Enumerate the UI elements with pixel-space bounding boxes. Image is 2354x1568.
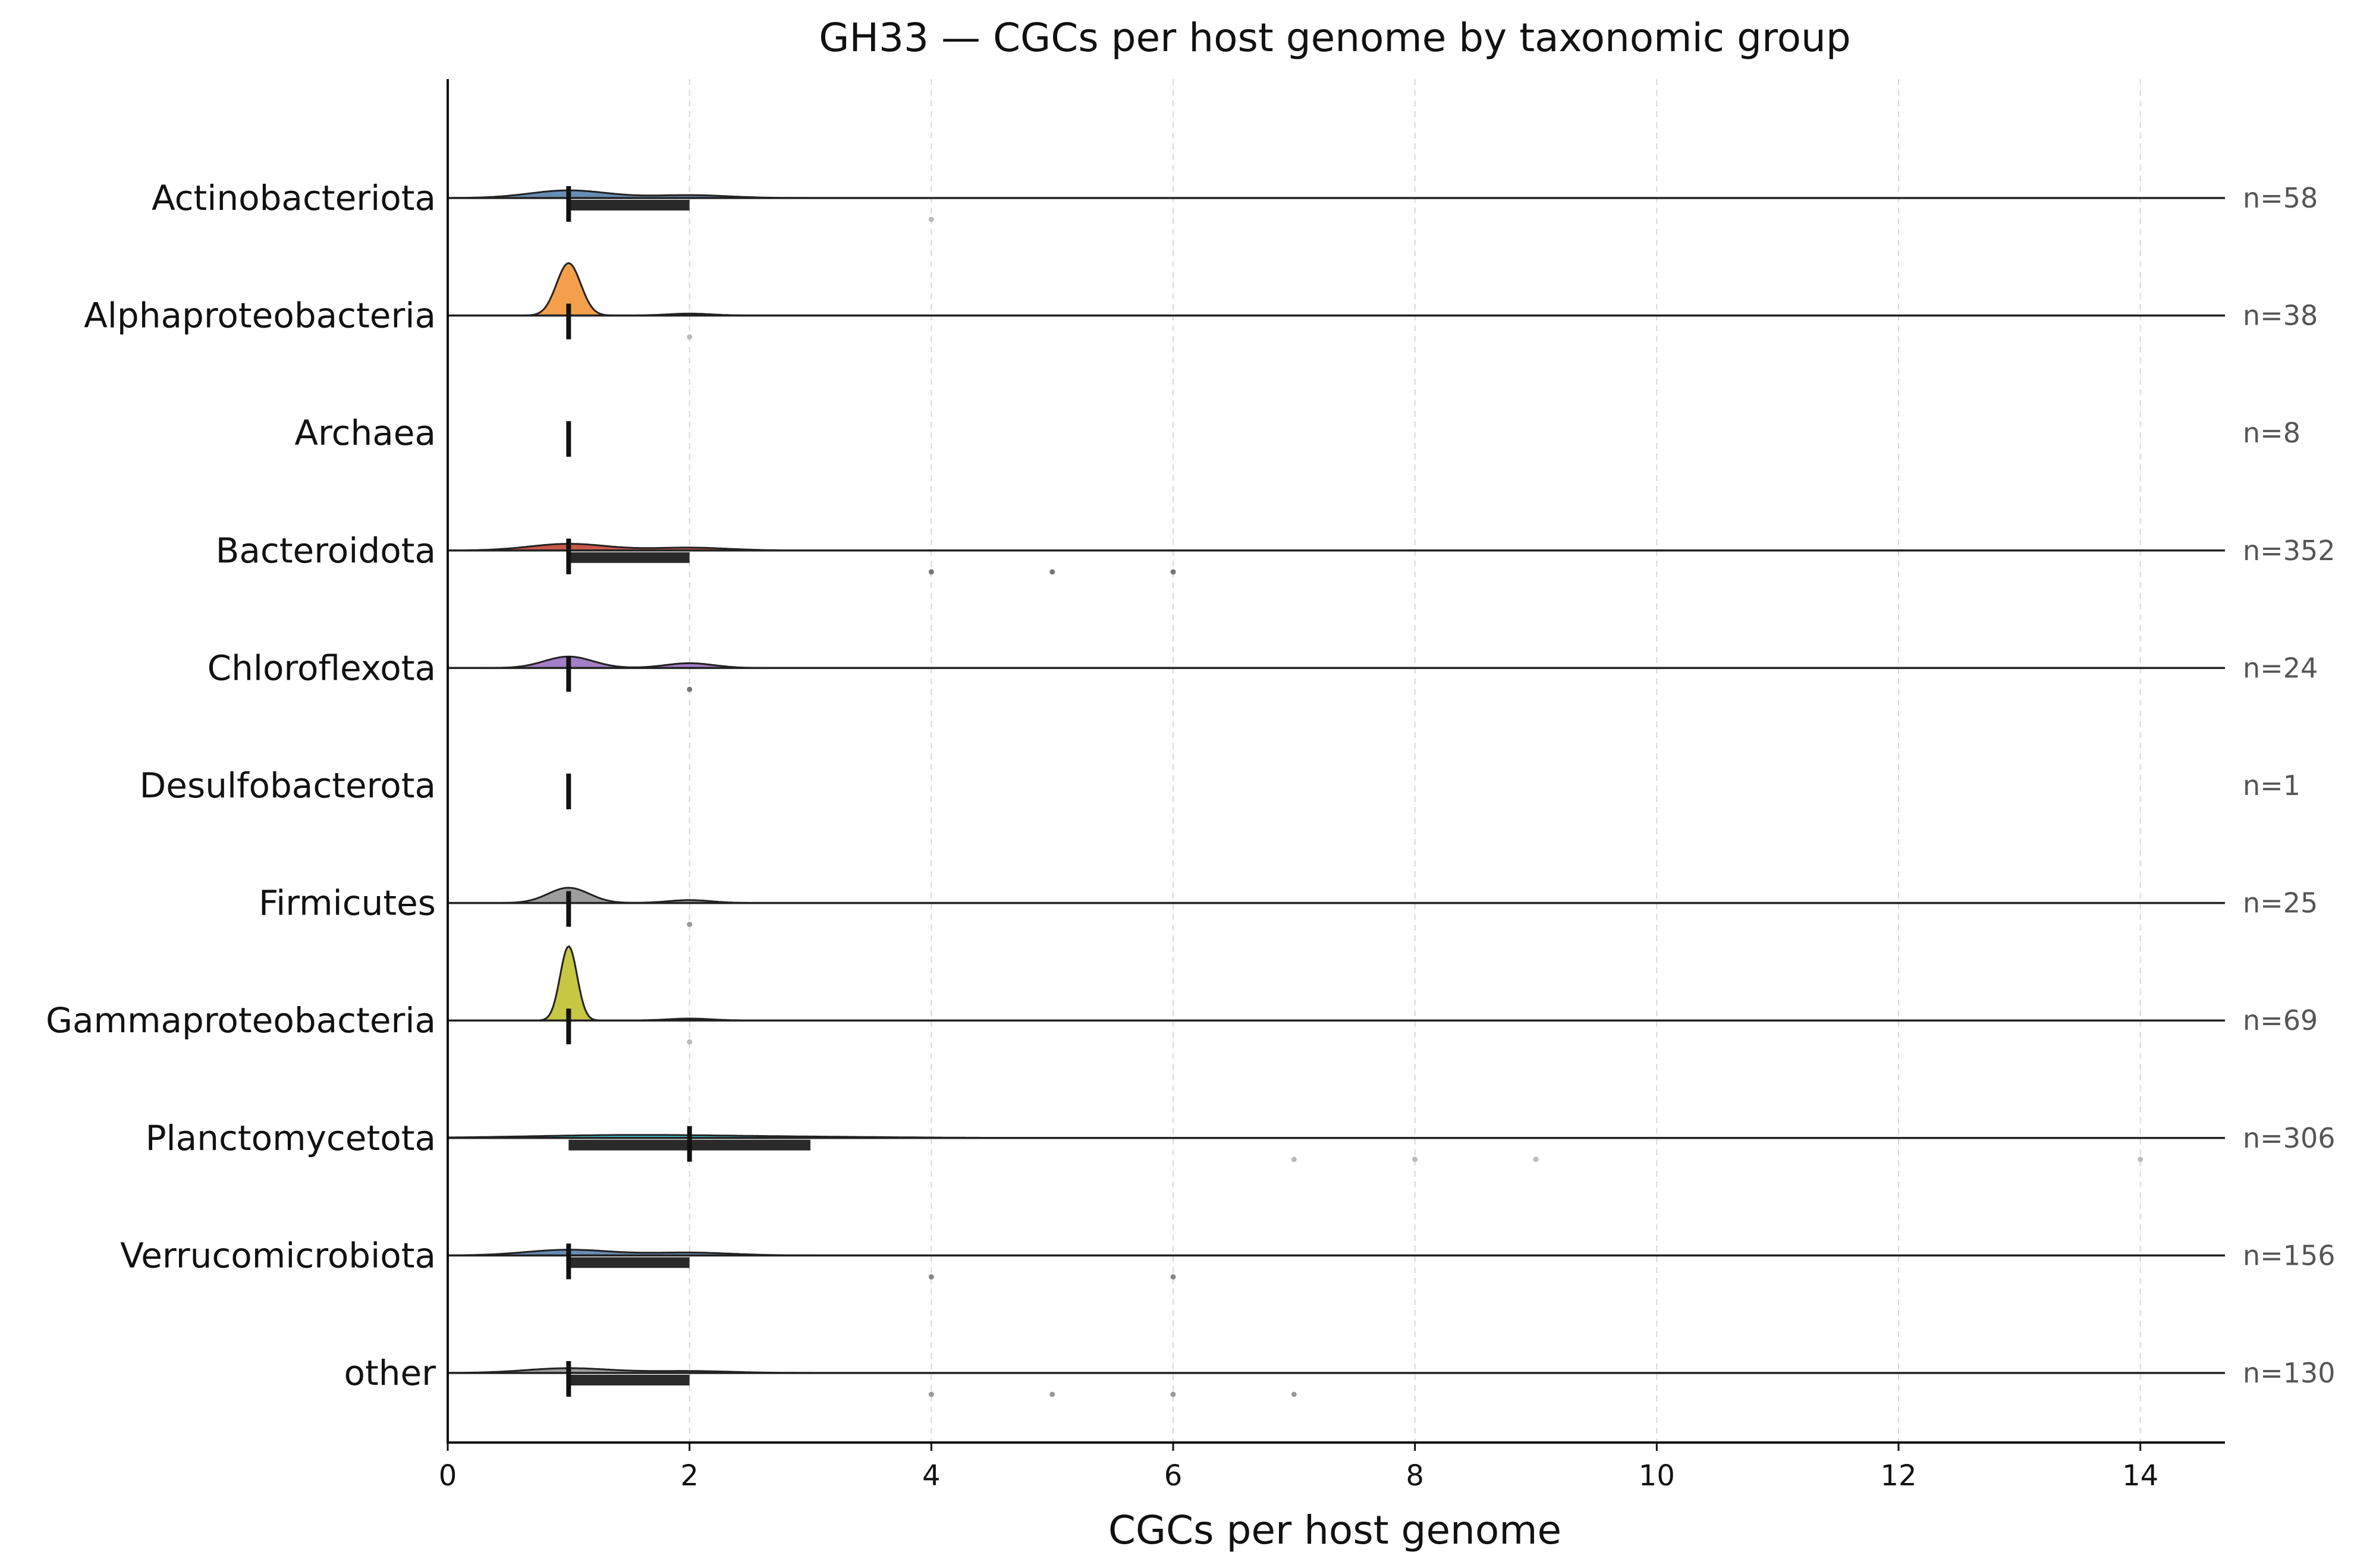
ridge-other: other n=130 xyxy=(344,1353,2336,1397)
y-tick-label-verrucomicrobiota: Verrucomicrobiota xyxy=(120,1235,436,1275)
outlier-bacteroidota-1 xyxy=(1049,569,1055,575)
ridge-archaea: Archaea n=8 xyxy=(294,413,2300,457)
n-label-bacteroidota: n=352 xyxy=(2243,535,2336,567)
ridge-desulfobacterota: Desulfobacterota n=1 xyxy=(140,765,2300,809)
ridge-alphaproteobacteria: Alphaproteobacteria n=38 xyxy=(84,262,2318,340)
y-tick-label-desulfobacterota: Desulfobacterota xyxy=(140,765,436,806)
x-tick-label-14: 14 xyxy=(2122,1459,2158,1492)
n-label-firmicutes: n=25 xyxy=(2243,887,2318,919)
n-label-alphaproteobacteria: n=38 xyxy=(2243,300,2318,332)
n-label-gammaproteobacteria: n=69 xyxy=(2243,1004,2318,1036)
chart-title: GH33 — CGCs per host genome by taxonomic… xyxy=(819,15,1851,61)
ridge-gammaproteobacteria: Gammaproteobacteria n=69 xyxy=(46,945,2318,1045)
x-tick-label-12: 12 xyxy=(1880,1459,1916,1492)
n-label-desulfobacterota: n=1 xyxy=(2243,769,2300,802)
outlier-actinobacteriota-0 xyxy=(928,216,934,222)
y-tick-label-other: other xyxy=(344,1353,436,1393)
ridge-actinobacteriota: Actinobacteriota n=58 xyxy=(152,178,2318,222)
outlier-other-2 xyxy=(1170,1391,1176,1397)
outlier-alphaproteobacteria-0 xyxy=(687,334,693,340)
grid-lines xyxy=(689,79,2141,1443)
outlier-bacteroidota-2 xyxy=(1170,569,1176,575)
density-alphaproteobacteria xyxy=(448,262,2225,317)
outlier-bacteroidota-0 xyxy=(928,569,934,575)
n-label-verrucomicrobiota: n=156 xyxy=(2243,1239,2336,1271)
y-tick-label-gammaproteobacteria: Gammaproteobacteria xyxy=(46,1000,436,1041)
n-label-actinobacteriota: n=58 xyxy=(2243,182,2318,214)
x-tick-label-10: 10 xyxy=(1639,1459,1675,1492)
x-tick-label-4: 4 xyxy=(922,1459,941,1492)
y-tick-label-actinobacteriota: Actinobacteriota xyxy=(152,178,436,218)
outlier-other-0 xyxy=(928,1391,934,1397)
outlier-other-1 xyxy=(1049,1391,1055,1397)
density-gammaproteobacteria xyxy=(448,945,2225,1022)
y-tick-label-firmicutes: Firmicutes xyxy=(259,883,436,923)
ridge-verrucomicrobiota: Verrucomicrobiota n=156 xyxy=(120,1235,2336,1280)
outlier-firmicutes-0 xyxy=(687,922,693,928)
x-tick-label-2: 2 xyxy=(680,1459,699,1492)
n-label-planctomycetota: n=306 xyxy=(2243,1122,2336,1154)
n-label-chloroflexota: n=24 xyxy=(2243,652,2318,684)
x-tick-label-6: 6 xyxy=(1164,1459,1183,1492)
ridge-chloroflexota: Chloroflexota n=24 xyxy=(208,648,2318,692)
n-label-archaea: n=8 xyxy=(2243,417,2300,449)
y-tick-label-alphaproteobacteria: Alphaproteobacteria xyxy=(84,296,436,336)
x-axis-label: CGCs per host genome xyxy=(1108,1507,1561,1553)
density-actinobacteriota xyxy=(447,189,2225,199)
ridge-firmicutes: Firmicutes n=25 xyxy=(259,883,2318,928)
density-firmicutes xyxy=(448,887,2225,904)
outlier-planctomycetota-3 xyxy=(2138,1157,2144,1162)
x-tick-label-0: 0 xyxy=(439,1459,457,1492)
y-tick-label-bacteroidota: Bacteroidota xyxy=(216,530,436,571)
outlier-verrucomicrobiota-1 xyxy=(1170,1274,1176,1280)
ridge-planctomycetota: Planctomycetota n=306 xyxy=(146,1118,2336,1162)
outlier-planctomycetota-1 xyxy=(1412,1157,1418,1162)
y-tick-label-planctomycetota: Planctomycetota xyxy=(146,1118,436,1158)
y-tick-label-chloroflexota: Chloroflexota xyxy=(208,648,436,688)
outlier-planctomycetota-0 xyxy=(1291,1157,1297,1162)
x-ticks: 0 2 4 6 8 10 12 14 xyxy=(439,1443,2158,1492)
x-tick-label-8: 8 xyxy=(1406,1459,1424,1492)
y-tick-label-archaea: Archaea xyxy=(294,413,436,453)
outlier-chloroflexota-0 xyxy=(687,686,693,692)
density-chloroflexota xyxy=(448,655,2225,669)
ridge-bacteroidota: Bacteroidota n=352 xyxy=(216,530,2336,575)
outlier-planctomycetota-2 xyxy=(1533,1157,1539,1162)
outlier-gammaproteobacteria-0 xyxy=(687,1039,693,1045)
outlier-verrucomicrobiota-0 xyxy=(928,1274,934,1280)
outlier-other-3 xyxy=(1291,1391,1297,1397)
ridges: Actinobacteriota n=58 Alphaproteobacteria n… xyxy=(46,178,2336,1397)
n-label-other: n=130 xyxy=(2243,1357,2336,1389)
